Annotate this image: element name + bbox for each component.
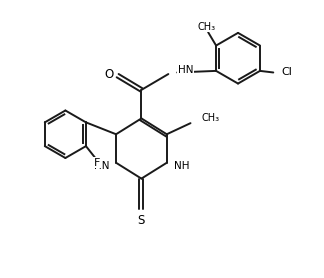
Text: HN: HN — [94, 161, 110, 171]
Text: Cl: Cl — [281, 68, 292, 78]
Text: S: S — [138, 214, 145, 227]
Text: F: F — [94, 158, 100, 168]
Text: CH₃: CH₃ — [202, 113, 220, 123]
Text: HN: HN — [178, 65, 193, 75]
Text: O: O — [104, 68, 113, 81]
Text: CH₃: CH₃ — [198, 21, 216, 31]
Text: NH: NH — [174, 161, 190, 171]
